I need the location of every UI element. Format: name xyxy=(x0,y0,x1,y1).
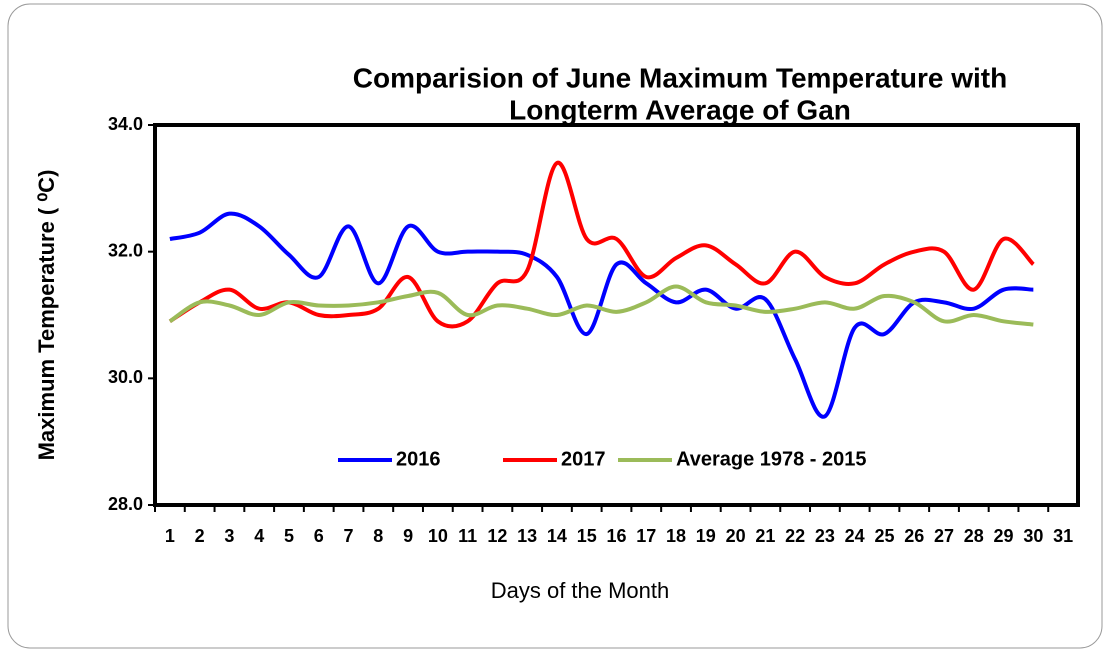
y-tick-label: 28.0 xyxy=(108,494,143,514)
x-tick-label: 26 xyxy=(904,526,924,546)
x-tick-label: 8 xyxy=(373,526,383,546)
x-tick-label: 23 xyxy=(815,526,835,546)
x-tick-label: 3 xyxy=(224,526,234,546)
x-tick-label: 5 xyxy=(284,526,294,546)
x-tick-label: 28 xyxy=(964,526,984,546)
x-tick-label: 29 xyxy=(994,526,1014,546)
x-tick-label: 9 xyxy=(403,526,413,546)
x-tick-label: 4 xyxy=(254,526,264,546)
y-axis-label: Maximum Temperature ( ⁰C) xyxy=(34,170,59,461)
x-tick-label: 16 xyxy=(606,526,626,546)
legend-label: Average 1978 - 2015 xyxy=(676,448,867,470)
x-tick-label: 11 xyxy=(458,526,477,546)
x-tick-label: 22 xyxy=(785,526,805,546)
x-tick-label: 25 xyxy=(874,526,894,546)
x-tick-label: 18 xyxy=(666,526,686,546)
series-line xyxy=(168,160,1035,329)
x-tick-label: 6 xyxy=(314,526,324,546)
x-tick-label: 21 xyxy=(755,526,775,546)
series-line xyxy=(168,284,1034,327)
y-tick-label: 32.0 xyxy=(108,240,143,260)
x-tick-label: 14 xyxy=(547,526,567,546)
x-tick-label: 7 xyxy=(344,526,354,546)
x-tick-label: 19 xyxy=(696,526,716,546)
x-tick-label: 20 xyxy=(726,526,746,546)
x-axis-label: Days of the Month xyxy=(491,578,670,603)
frame xyxy=(7,3,1103,649)
chart-title: Comparision of June Maximum Temperature … xyxy=(353,62,1007,93)
x-tick-label: 30 xyxy=(1023,526,1043,546)
x-tick-label: 15 xyxy=(577,526,597,546)
x-tick-label: 12 xyxy=(487,526,507,546)
legend-label: 2016 xyxy=(396,448,441,470)
y-tick-label: 34.0 xyxy=(108,114,143,134)
x-tick-label: 31 xyxy=(1053,526,1073,546)
legend-label: 2017 xyxy=(561,448,606,470)
x-tick-label: 13 xyxy=(517,526,537,546)
chart-title: Longterm Average of Gan xyxy=(509,94,851,125)
x-tick-label: 2 xyxy=(195,526,205,546)
x-tick-label: 1 xyxy=(165,526,175,546)
y-tick-label: 30.0 xyxy=(108,367,143,387)
series-line xyxy=(169,211,1034,419)
x-tick-label: 17 xyxy=(636,526,656,546)
plot-area xyxy=(153,123,1080,507)
x-tick-label: 24 xyxy=(845,526,865,546)
x-tick-label: 10 xyxy=(428,526,448,546)
x-tick-label: 27 xyxy=(934,526,954,546)
